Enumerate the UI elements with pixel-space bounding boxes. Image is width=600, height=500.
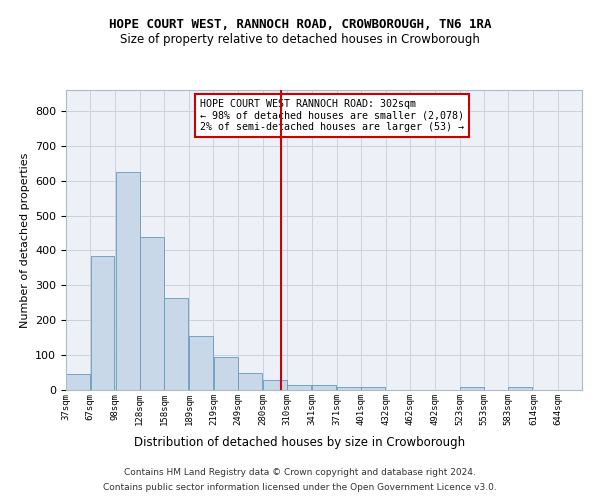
Bar [313, 385, 337, 390]
Bar [238, 372, 262, 390]
Bar [116, 172, 140, 390]
Bar [140, 236, 164, 390]
Text: Contains HM Land Registry data © Crown copyright and database right 2024.: Contains HM Land Registry data © Crown c… [124, 468, 476, 477]
Text: Distribution of detached houses by size in Crowborough: Distribution of detached houses by size … [134, 436, 466, 449]
Text: Size of property relative to detached houses in Crowborough: Size of property relative to detached ho… [120, 32, 480, 46]
Bar [91, 256, 115, 390]
Bar [190, 336, 213, 390]
Bar [337, 386, 361, 390]
Y-axis label: Number of detached properties: Number of detached properties [20, 152, 29, 328]
Text: Contains public sector information licensed under the Open Government Licence v3: Contains public sector information licen… [103, 483, 497, 492]
Bar [164, 298, 188, 390]
Text: HOPE COURT WEST RANNOCH ROAD: 302sqm
← 98% of detached houses are smaller (2,078: HOPE COURT WEST RANNOCH ROAD: 302sqm ← 9… [200, 99, 464, 132]
Bar [460, 386, 484, 390]
Bar [287, 385, 311, 390]
Bar [66, 374, 90, 390]
Bar [361, 386, 385, 390]
Bar [214, 357, 238, 390]
Bar [263, 380, 287, 390]
Text: HOPE COURT WEST, RANNOCH ROAD, CROWBOROUGH, TN6 1RA: HOPE COURT WEST, RANNOCH ROAD, CROWBOROU… [109, 18, 491, 30]
Bar [508, 387, 532, 390]
